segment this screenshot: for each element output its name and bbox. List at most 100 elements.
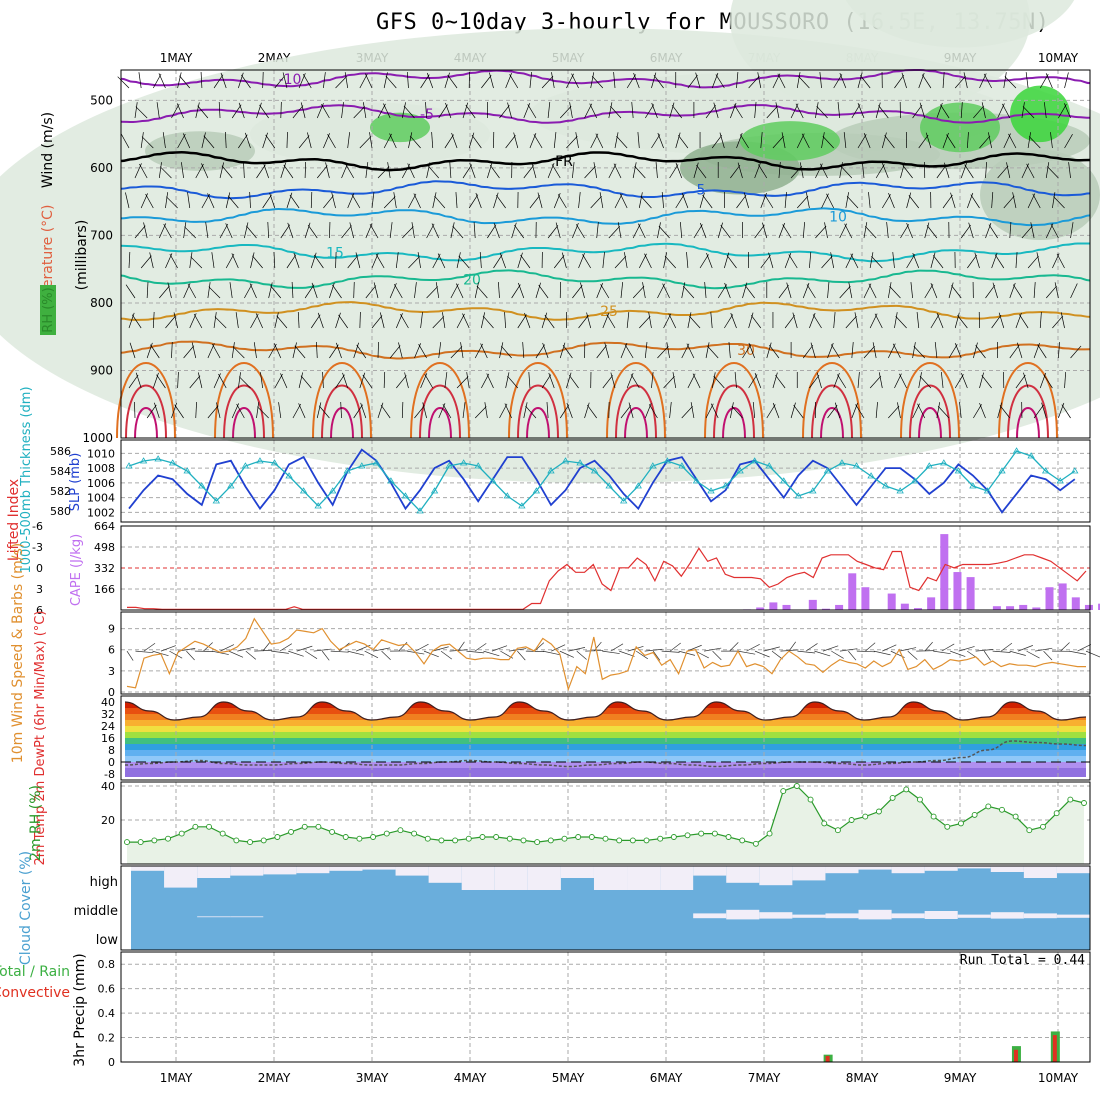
- barb-shaft: [720, 225, 731, 239]
- barb-shaft: [812, 314, 822, 329]
- barb-shaft: [273, 252, 276, 269]
- barb-shaft: [176, 103, 184, 119]
- barb-shaft: [613, 163, 622, 179]
- date-label-bottom: 5MAY: [552, 1071, 585, 1085]
- rh-point: [684, 832, 691, 839]
- barb-shaft: [1047, 166, 1059, 179]
- cloud-high-bar: [362, 866, 396, 870]
- barb-shaft: [942, 132, 949, 149]
- cloud-mid-bar: [990, 912, 1024, 919]
- bl-temperature-loop: [713, 384, 755, 439]
- barb-shaft: [793, 405, 804, 419]
- barb-shaft: [479, 252, 482, 269]
- thickness-marker: [358, 462, 366, 469]
- barb-shaft: [648, 312, 652, 329]
- barb-shaft: [418, 343, 427, 359]
- temp-tick: 40: [101, 696, 115, 709]
- barb-shaft: [912, 342, 916, 359]
- barb-shaft: [243, 162, 245, 179]
- barb-shaft: [167, 282, 172, 299]
- barb-shaft: [259, 104, 269, 119]
- barb-shaft: [648, 404, 658, 419]
- panel-ylabel: 1000-500mb Thickness (dm): [19, 386, 34, 573]
- barb-shaft: [628, 402, 634, 419]
- barb-shaft: [633, 72, 640, 89]
- barb-shaft: [675, 194, 685, 209]
- barb-shaft: [425, 102, 427, 119]
- barb-shaft: [359, 136, 372, 149]
- barb-shaft: [473, 222, 476, 239]
- barb-shaft: [335, 312, 341, 329]
- temp-band: [125, 714, 1086, 720]
- thickness-marker: [780, 477, 788, 484]
- panel-ylabel: Lifted Index: [6, 479, 22, 561]
- barb-shaft: [869, 252, 874, 269]
- barb-shaft: [304, 161, 307, 179]
- barb-shaft: [409, 135, 421, 149]
- barb-shaft: [626, 74, 636, 89]
- barb-shaft: [764, 194, 774, 209]
- barb-shaft: [484, 402, 488, 419]
- cape-tick: 166: [94, 583, 115, 596]
- precip-conv-bar: [1052, 1035, 1057, 1062]
- bl-temperature-loop: [811, 384, 853, 439]
- rh-point: [670, 834, 677, 840]
- isotherm-line: [120, 68, 1091, 89]
- cloud-high-bar: [164, 866, 198, 888]
- barb-shaft: [902, 165, 913, 179]
- wind10m-barb: [602, 650, 620, 654]
- temp-band: [125, 756, 1086, 762]
- barb-shaft: [244, 132, 251, 149]
- cloud-mid-bar: [825, 913, 859, 919]
- barb-shaft: [145, 193, 154, 209]
- barb-shaft: [669, 402, 672, 419]
- barb-shaft: [664, 255, 677, 269]
- precip-tick: 0.6: [98, 983, 116, 996]
- bl-temperature-loop: [232, 407, 256, 439]
- rh-point: [889, 794, 896, 801]
- barb-shaft: [158, 162, 162, 179]
- barb-shaft: [442, 403, 452, 419]
- bl-temperature-loop: [1007, 384, 1049, 439]
- barb-shaft: [766, 342, 772, 359]
- thickness-marker: [518, 502, 526, 509]
- barb-shaft: [840, 166, 853, 179]
- barb-shaft: [559, 106, 572, 119]
- barb-shaft: [775, 102, 780, 119]
- barb-shaft: [286, 131, 288, 149]
- barb-shaft: [596, 222, 599, 239]
- barb-shaft: [449, 162, 452, 179]
- barb-shaft: [957, 315, 968, 329]
- panel-ylabel: RH (%): [41, 287, 56, 332]
- barb-shaft: [555, 222, 561, 239]
- barb-shaft: [1054, 282, 1059, 299]
- cape-bar: [1071, 597, 1080, 610]
- barb-shaft: [1050, 223, 1059, 239]
- rh-point: [206, 823, 212, 830]
- li-line: [127, 547, 1087, 611]
- barb-shaft: [711, 372, 716, 389]
- barb-shaft: [775, 375, 786, 389]
- wind10m-barb: [288, 650, 304, 657]
- cloud-high-bar: [263, 866, 297, 875]
- wind10m-barb: [1077, 644, 1092, 652]
- barb-shaft: [790, 165, 803, 179]
- barb-shaft: [1003, 72, 1007, 89]
- barb-shaft: [632, 286, 645, 299]
- slp-tick: 1008: [87, 462, 115, 475]
- barb-shaft: [298, 403, 306, 419]
- thickness-marker: [707, 487, 715, 494]
- rh-point: [807, 796, 814, 803]
- rh-tick: 40: [101, 780, 115, 793]
- cloud-high-bar: [197, 866, 231, 878]
- barb-shaft: [575, 132, 579, 149]
- barb-shaft: [280, 162, 287, 179]
- barb-shaft: [889, 286, 901, 299]
- barb-shaft: [195, 402, 197, 419]
- barb-shaft: [845, 315, 857, 329]
- barb-shaft: [887, 282, 892, 299]
- barb-shaft: [1009, 344, 1020, 359]
- barb-shaft: [1052, 315, 1064, 329]
- barb-shaft: [930, 314, 940, 329]
- rh-point: [534, 839, 541, 846]
